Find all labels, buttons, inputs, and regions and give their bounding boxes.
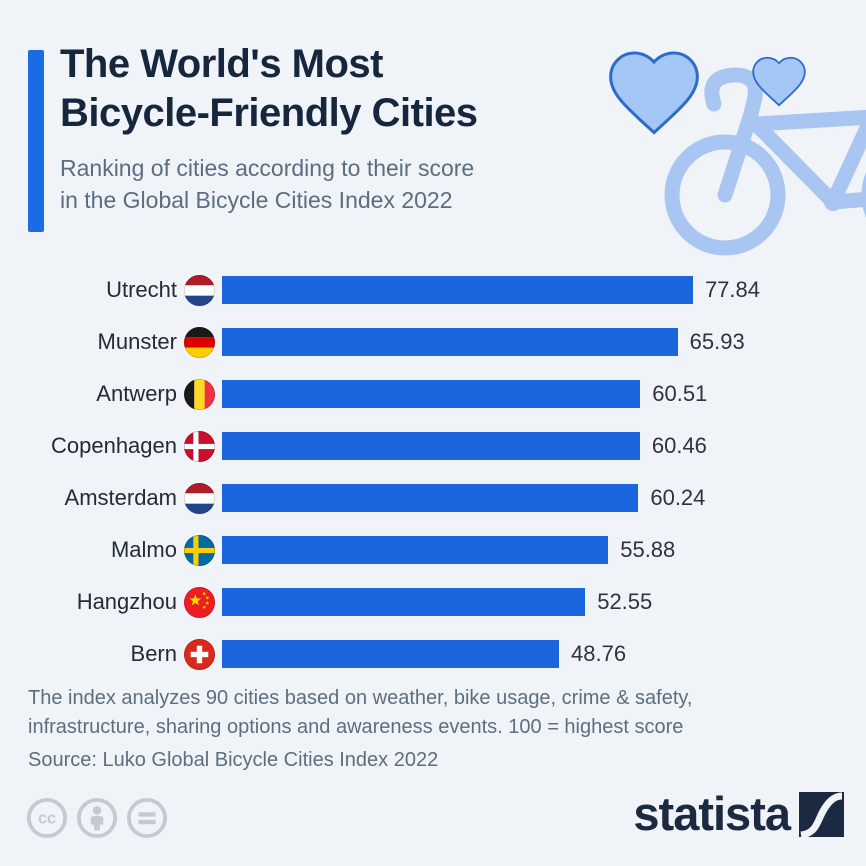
- bar-chart: Utrecht 77.84 Munster 65.93 Antwerp 60.51 Cope…: [0, 264, 866, 680]
- chart-row: Hangzhou 52.55: [0, 576, 866, 628]
- flag-nl-icon: [184, 274, 215, 306]
- chart-row: Copenhagen 60.46: [0, 420, 866, 472]
- category-label-group: Hangzhou: [0, 586, 215, 618]
- license-icons: cc: [26, 797, 168, 839]
- bar-track: 65.93: [222, 328, 760, 356]
- chart-row: Utrecht 77.84: [0, 264, 866, 316]
- bar-track: 60.24: [222, 484, 760, 512]
- score-bar: [222, 588, 586, 616]
- score-value: 65.93: [689, 329, 745, 354]
- category-label-group: Bern: [0, 638, 215, 670]
- page-title-line2: Bicycle-Friendly Cities: [60, 91, 478, 135]
- flag-cn-icon: [184, 586, 215, 618]
- category-label-group: Munster: [0, 326, 215, 358]
- flag-dk-icon: [184, 430, 215, 462]
- score-bar: [222, 432, 640, 460]
- footnote-line1: The index analyzes 90 cities based on we…: [28, 687, 693, 709]
- city-label: Utrecht: [106, 277, 177, 302]
- bar-track: 77.84: [222, 276, 760, 304]
- city-label: Munster: [97, 329, 177, 354]
- no-derivatives-icon[interactable]: [126, 797, 168, 839]
- score-value: 55.88: [620, 537, 676, 562]
- score-value: 60.46: [651, 433, 707, 458]
- score-value: 52.55: [597, 589, 653, 614]
- flag-be-icon: [184, 378, 215, 410]
- page-subtitle: Ranking of cities according to their sco…: [60, 152, 680, 216]
- score-value: 60.51: [652, 381, 708, 406]
- city-label: Amsterdam: [64, 485, 177, 510]
- source-line: Source: Luko Global Bicycle Cities Index…: [28, 749, 439, 771]
- page-subtitle-line2: in the Global Bicycle Cities Index 2022: [60, 187, 453, 213]
- score-value: 77.84: [704, 277, 760, 302]
- score-bar: [222, 276, 693, 304]
- chart-row: Bern 48.76: [0, 628, 866, 680]
- chart-row: Malmo 55.88: [0, 524, 866, 576]
- score-bar: [222, 328, 678, 356]
- flag-se-icon: [184, 534, 215, 566]
- score-value: 60.24: [650, 485, 706, 510]
- category-label-group: Amsterdam: [0, 482, 215, 514]
- bar-track: 60.46: [222, 432, 760, 460]
- attribution-icon[interactable]: [76, 797, 118, 839]
- flag-nl-icon: [184, 482, 215, 514]
- category-label-group: Antwerp: [0, 378, 215, 410]
- heart-icon-small: [748, 50, 810, 112]
- footnote-line2: infrastructure, sharing options and awar…: [28, 716, 684, 738]
- heart-icon: [602, 40, 706, 144]
- category-label-group: Malmo: [0, 534, 215, 566]
- header: The World's Most Bicycle-Friendly Cities…: [60, 40, 680, 216]
- page-title: The World's Most Bicycle-Friendly Cities: [60, 40, 680, 138]
- city-label: Hangzhou: [76, 589, 177, 614]
- flag-de-icon: [184, 326, 215, 358]
- flag-ch-icon: [184, 638, 215, 670]
- bar-track: 52.55: [222, 588, 760, 616]
- city-label: Bern: [130, 641, 177, 666]
- score-bar: [222, 536, 609, 564]
- svg-text:cc: cc: [38, 810, 56, 828]
- chart-row: Munster 65.93: [0, 316, 866, 368]
- statista-logo-text: statista: [633, 787, 791, 840]
- category-label-group: Utrecht: [0, 274, 215, 306]
- category-label-group: Copenhagen: [0, 430, 215, 462]
- chart-row: Amsterdam 60.24: [0, 472, 866, 524]
- score-bar: [222, 380, 641, 408]
- city-label: Malmo: [110, 537, 177, 562]
- bar-track: 48.76: [222, 640, 760, 668]
- chart-row: Antwerp 60.51: [0, 368, 866, 420]
- footnote: The index analyzes 90 cities based on we…: [28, 684, 808, 775]
- score-bar: [222, 484, 639, 512]
- bar-track: 60.51: [222, 380, 760, 408]
- score-value: 48.76: [571, 641, 627, 666]
- city-label: Copenhagen: [50, 433, 177, 458]
- title-accent-bar: [28, 50, 44, 232]
- cc-icon[interactable]: cc: [26, 797, 68, 839]
- score-bar: [222, 640, 559, 668]
- statista-logo[interactable]: statista: [633, 787, 844, 840]
- page-subtitle-line1: Ranking of cities according to their sco…: [60, 155, 475, 181]
- page-title-line1: The World's Most: [60, 42, 384, 86]
- statista-logo-mark: [799, 791, 844, 837]
- city-label: Antwerp: [96, 381, 177, 406]
- bar-track: 55.88: [222, 536, 760, 564]
